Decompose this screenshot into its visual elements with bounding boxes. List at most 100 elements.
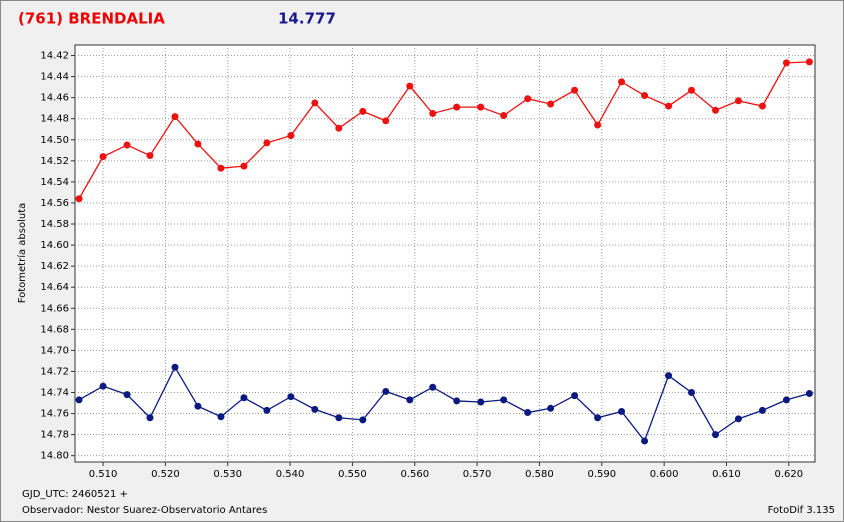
data-point (287, 132, 295, 140)
footer-date: GJD_UTC: 2460521 + (22, 489, 128, 500)
x-tick-label: 0.590 (587, 469, 616, 480)
data-point (217, 164, 225, 172)
x-tick-label: 0.530 (213, 469, 242, 480)
data-point (75, 396, 83, 404)
y-tick-label: 14.72 (40, 366, 69, 377)
data-point (429, 109, 437, 117)
y-axis-label: Fotometría absoluta (16, 203, 28, 304)
data-point (335, 414, 343, 422)
data-point (123, 391, 131, 399)
data-point (382, 117, 390, 125)
y-tick-label: 14.50 (40, 135, 69, 146)
data-point (194, 402, 202, 410)
data-point (429, 383, 437, 391)
data-point (500, 396, 508, 404)
x-tick-label: 0.600 (650, 469, 679, 480)
data-point (99, 382, 107, 390)
plot-area (74, 44, 816, 463)
data-point (524, 409, 532, 417)
y-tick-label: 14.44 (40, 72, 69, 83)
data-point (240, 162, 248, 170)
chart-title: (761) BRENDALIA (18, 10, 165, 28)
data-point (263, 139, 271, 147)
data-point (146, 414, 154, 422)
data-point (287, 393, 295, 401)
x-tick-label: 0.620 (774, 469, 803, 480)
data-point (263, 406, 271, 414)
data-point (688, 389, 696, 396)
data-point (758, 102, 766, 110)
data-point (406, 396, 414, 404)
data-point (734, 97, 742, 105)
data-point (477, 398, 485, 406)
data-point (311, 405, 319, 413)
y-tick-label: 14.62 (40, 261, 69, 272)
data-point (240, 394, 248, 402)
data-point (758, 406, 766, 414)
footer-version: FotoDif 3.135 (768, 505, 835, 516)
data-point (171, 363, 179, 371)
data-point (453, 397, 461, 405)
data-point (805, 390, 813, 398)
y-tick-label: 14.58 (40, 219, 69, 230)
data-point (782, 59, 790, 67)
data-point (594, 121, 602, 129)
data-point (734, 415, 742, 423)
data-point (665, 102, 673, 110)
y-tick-label: 14.78 (40, 430, 69, 441)
y-tick-label: 14.70 (40, 345, 69, 356)
series-line (78, 365, 810, 443)
y-tick-label: 14.76 (40, 409, 69, 420)
data-point (805, 58, 813, 66)
x-tick-label: 0.510 (89, 469, 118, 480)
data-point (594, 414, 602, 422)
data-point (782, 396, 790, 404)
data-point (571, 392, 579, 400)
data-point (712, 106, 720, 114)
x-tick-label: 0.570 (463, 469, 492, 480)
data-point (524, 95, 532, 103)
data-point (547, 100, 555, 108)
series-line (78, 61, 810, 200)
data-point (453, 103, 461, 111)
data-point (359, 416, 367, 424)
y-tick-label: 14.42 (40, 51, 69, 62)
data-point (335, 124, 343, 132)
y-tick-label: 14.46 (40, 93, 69, 104)
x-tick-label: 0.610 (712, 469, 741, 480)
y-tick-label: 14.60 (40, 240, 69, 251)
x-tick-label: 0.560 (400, 469, 429, 480)
data-point (217, 413, 225, 421)
data-point (712, 431, 720, 439)
footer-observer: Observador: Nestor Suarez-Observatorio A… (22, 505, 267, 516)
y-tick-label: 14.48 (40, 114, 69, 125)
y-tick-label: 14.52 (40, 156, 69, 167)
x-tick-label: 0.540 (276, 469, 305, 480)
y-tick-label: 14.54 (40, 177, 69, 188)
data-point (99, 153, 107, 161)
y-tick-label: 14.56 (40, 198, 69, 209)
data-point (618, 407, 626, 415)
data-point (146, 152, 154, 160)
data-point (311, 99, 319, 107)
data-point (123, 141, 131, 149)
data-point (477, 103, 485, 111)
data-point (641, 92, 649, 100)
data-point (688, 86, 696, 94)
x-tick-label: 0.520 (151, 469, 180, 480)
x-tick-label: 0.550 (338, 469, 367, 480)
data-point (571, 86, 579, 94)
y-tick-label: 14.74 (40, 388, 69, 399)
data-point (641, 437, 649, 445)
x-tick-label: 0.580 (525, 469, 554, 480)
y-tick-label: 14.66 (40, 303, 69, 314)
y-tick-label: 14.80 (40, 451, 69, 462)
data-point (406, 82, 414, 90)
data-point (359, 107, 367, 115)
y-tick-label: 14.64 (40, 282, 69, 293)
y-tick-label: 14.68 (40, 324, 69, 335)
data-point (194, 140, 202, 148)
data-point (618, 78, 626, 86)
data-point (500, 112, 508, 120)
